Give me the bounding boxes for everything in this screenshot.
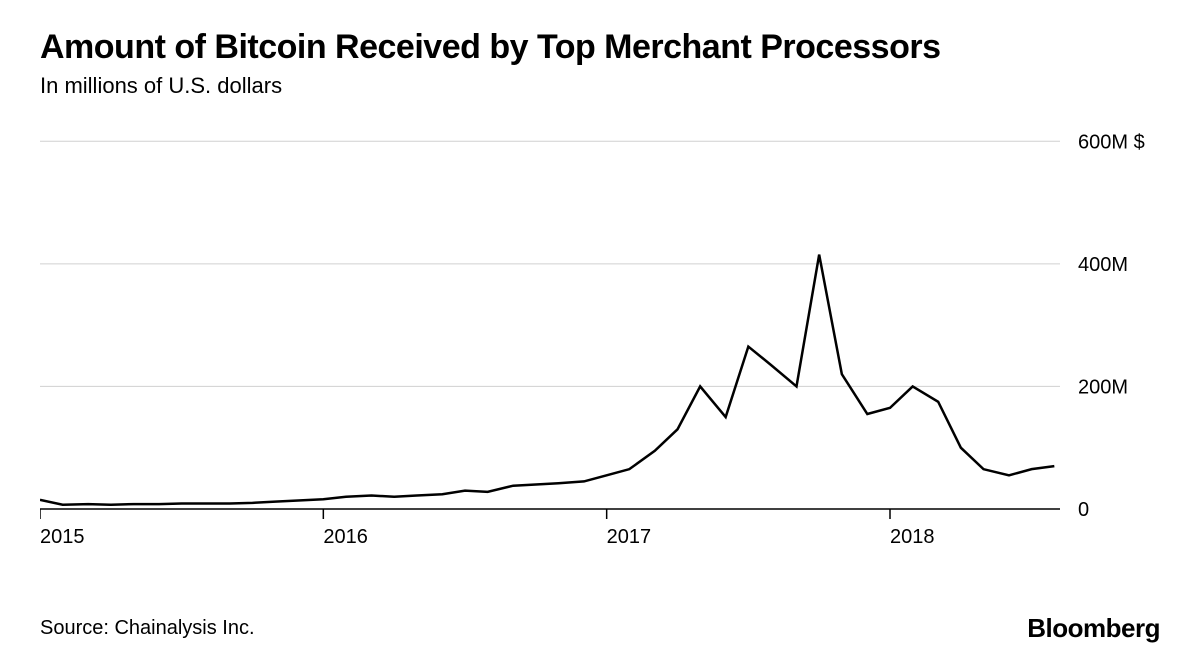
chart-title: Amount of Bitcoin Received by Top Mercha… [40,28,1160,67]
x-axis-label: 2018 [890,526,935,548]
y-axis-label: 600M $ [1078,131,1145,153]
line-chart: 0 200M 400M 600M $ 2015 2016 2017 2018 [40,129,1160,559]
source-text: Source: Chainalysis Inc. [40,617,255,640]
brand-logo: Bloomberg [1027,613,1160,644]
y-axis-label: 400M [1078,254,1128,276]
x-axis-label: 2015 [40,526,85,548]
chart-subtitle: In millions of U.S. dollars [40,73,1160,99]
chart-container: 0 200M 400M 600M $ 2015 2016 2017 2018 [40,129,1160,559]
y-axis-label: 0 [1078,499,1089,521]
x-axis-label: 2016 [323,526,368,548]
x-axis-label: 2017 [607,526,652,548]
y-axis-label: 200M [1078,376,1128,398]
chart-footer: Source: Chainalysis Inc. Bloomberg [40,613,1160,644]
data-series-line [40,255,1054,505]
